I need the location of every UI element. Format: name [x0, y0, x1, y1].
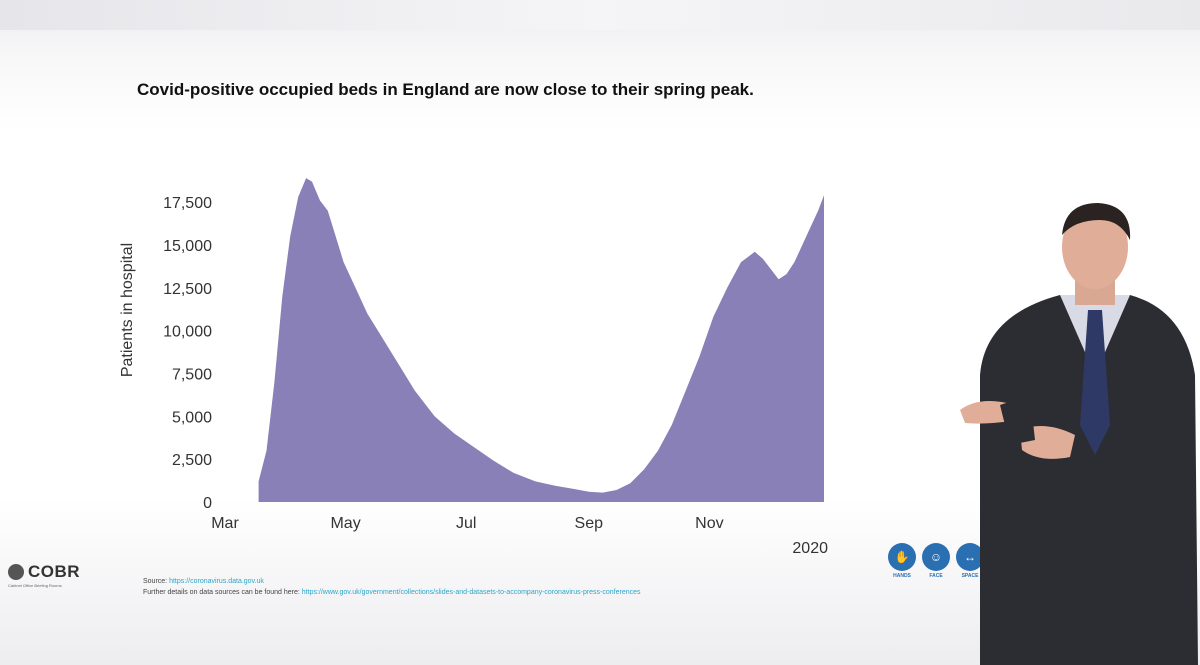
y-tick-label: 2,500 — [172, 452, 212, 469]
face-badge: ☺ FACE — [922, 543, 950, 579]
details-label: Further details on data sources can be f… — [143, 589, 300, 596]
face-icon: ☺ — [922, 543, 950, 571]
hands-label: HANDS — [893, 573, 911, 579]
x-tick-label: Sep — [575, 515, 604, 532]
y-tick-label: 7,500 — [172, 366, 212, 383]
face-label: FACE — [929, 573, 943, 579]
source-link[interactable]: https://coronavirus.data.gov.uk — [169, 578, 264, 585]
x-tick-label: May — [330, 515, 360, 532]
source-notes: Source: https://coronavirus.data.gov.uk … — [143, 576, 641, 598]
logo-text: COBR — [28, 562, 81, 581]
hands-icon: ✋ — [888, 543, 916, 571]
hands-badge: ✋ HANDS — [888, 543, 916, 579]
guidance-icons: ✋ HANDS ☺ FACE ↔ SPACE — [888, 543, 984, 579]
x-tick-label: Nov — [695, 515, 723, 532]
x-tick-label: Mar — [211, 515, 239, 532]
logo-subtext: Cabinet Office Briefing Rooms — [8, 583, 62, 588]
y-tick-label: 5,000 — [172, 409, 212, 426]
space-label: SPACE — [961, 573, 979, 579]
hospital-patients-area — [258, 178, 825, 502]
cobr-logo: COBR — [8, 562, 80, 582]
sign-language-interpreter — [960, 203, 1198, 665]
y-tick-label: 0 — [203, 495, 212, 512]
y-tick-label: 17,500 — [163, 195, 212, 212]
y-tick-label: 15,000 — [163, 238, 212, 255]
crest-icon — [8, 564, 24, 580]
details-link[interactable]: https://www.gov.uk/government/collection… — [301, 589, 641, 596]
top-band — [0, 0, 1200, 30]
source-label: Source: — [143, 578, 168, 585]
y-tick-label: 12,500 — [163, 281, 212, 298]
space-badge: ↔ SPACE — [956, 543, 984, 579]
chart-title: Covid-positive occupied beds in England … — [137, 80, 754, 99]
x-tick-label: Jul — [456, 515, 476, 532]
y-tick-label: 10,000 — [163, 324, 212, 341]
space-icon: ↔ — [956, 543, 984, 571]
year-label: 2020 — [792, 540, 828, 557]
y-axis-label: Patients in hospital — [119, 242, 136, 378]
